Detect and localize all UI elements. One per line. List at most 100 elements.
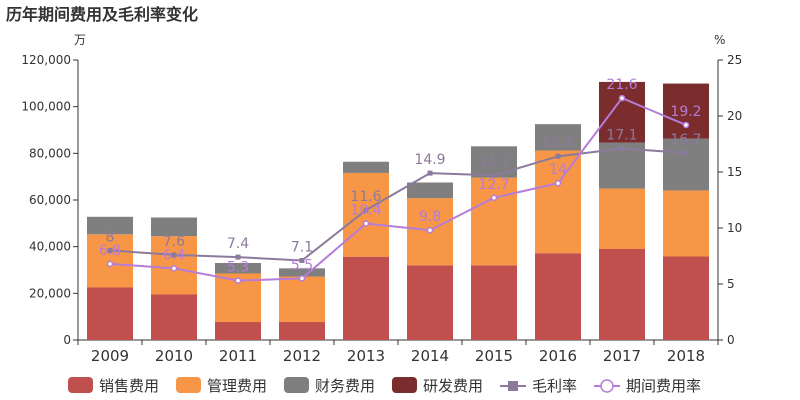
bar-segment-1	[599, 249, 645, 340]
line-point-2	[170, 265, 178, 272]
line-data-label-2: 12.7	[478, 177, 509, 193]
line-data-label-1: 16.7	[670, 132, 701, 148]
bar-segment-3	[343, 161, 389, 173]
line-point-1	[235, 254, 241, 260]
legend-label-1: 销售费用	[99, 377, 159, 395]
line-point-1	[683, 150, 689, 156]
line-data-label-1: 14.9	[414, 152, 445, 168]
bar-segment-3	[87, 216, 133, 235]
line-data-label-2: 5.5	[291, 257, 313, 273]
bar-segment-4	[599, 81, 645, 143]
line-data-label-1: 17.1	[606, 127, 637, 143]
left-axis-unit: 万	[74, 33, 86, 47]
x-tick-label: 2018	[667, 347, 705, 365]
bar-segment-2	[471, 177, 517, 266]
left-tick-label: 0	[63, 333, 71, 347]
right-tick-label: 10	[727, 221, 742, 235]
x-tick-label: 2014	[411, 347, 449, 365]
legend-line-label-1: 毛利率	[532, 377, 577, 395]
line-data-label-1: 7.1	[291, 239, 313, 255]
line-point-2	[106, 260, 114, 268]
bar-segment-4	[663, 83, 709, 139]
bar-segment-2	[663, 190, 709, 257]
line-point-2	[298, 275, 306, 282]
legend-swatch-1	[68, 377, 93, 393]
line-series-2	[109, 96, 687, 282]
line-data-label-2: 14	[549, 162, 567, 178]
bar-segment-3	[407, 182, 453, 199]
line-point-1	[363, 207, 369, 213]
legend-swatch-3	[284, 377, 309, 393]
right-axis-unit: %	[714, 33, 725, 47]
line-point-1	[619, 145, 625, 151]
line-point-1	[299, 257, 305, 263]
line-point-2	[618, 94, 626, 102]
x-tick-label: 2011	[219, 347, 257, 365]
legend-marker-2	[600, 379, 614, 393]
line-point-1	[107, 247, 113, 253]
bar-segment-1	[343, 256, 389, 340]
right-tick-label: 15	[727, 165, 742, 179]
right-tick-label: 0	[727, 333, 735, 347]
bar-segment-3	[471, 146, 517, 178]
bar-segment-1	[215, 322, 261, 340]
line-data-label-1: 16.4	[542, 135, 573, 151]
right-tick-label: 20	[727, 109, 742, 123]
line-point-2	[234, 277, 242, 284]
bar-segment-1	[279, 322, 325, 340]
bar-segment-1	[663, 256, 709, 340]
line-point-1	[491, 172, 497, 178]
legend-line-label-2: 期间费用率	[626, 377, 701, 395]
bar-segment-1	[87, 287, 133, 340]
line-point-1	[171, 252, 177, 258]
bar-segment-3	[279, 268, 325, 277]
line-point-2	[682, 121, 690, 129]
line-data-label-2: 9.8	[419, 209, 441, 225]
x-tick-label: 2009	[91, 347, 129, 365]
legend-swatch-2	[176, 377, 201, 393]
legend-label-3: 财务费用	[315, 377, 375, 395]
bar-segment-3	[215, 263, 261, 274]
legend-label-4: 研发费用	[423, 377, 483, 395]
line-point-2	[554, 179, 562, 187]
bar-segment-2	[535, 150, 581, 254]
right-tick-label: 25	[727, 53, 742, 67]
bar-segment-2	[343, 172, 389, 257]
bar-segment-3	[535, 124, 581, 151]
bar-segment-1	[151, 294, 197, 340]
x-tick-label: 2012	[283, 347, 321, 365]
left-tick-label: 20,000	[29, 286, 71, 300]
line-data-label-1: 7.4	[227, 236, 249, 252]
right-tick-label: 5	[727, 277, 735, 291]
bar-segment-1	[471, 265, 517, 340]
bar-segment-1	[407, 265, 453, 340]
legend-marker-1	[508, 381, 518, 391]
line-data-label-2: 21.6	[606, 77, 637, 93]
line-point-2	[362, 220, 370, 227]
bar-segment-1	[535, 253, 581, 340]
left-tick-label: 100,000	[21, 100, 71, 114]
line-point-1	[555, 153, 561, 159]
left-tick-label: 60,000	[29, 193, 71, 207]
legend-label-2: 管理费用	[207, 377, 267, 395]
bar-segment-2	[279, 276, 325, 323]
line-point-2	[490, 194, 498, 202]
line-data-label-2: 6.4	[163, 247, 185, 263]
legend-swatch-4	[392, 377, 417, 393]
bar-segment-2	[599, 188, 645, 249]
line-data-label-1: 11.6	[350, 189, 381, 205]
x-tick-label: 2015	[475, 347, 513, 365]
x-tick-label: 2013	[347, 347, 385, 365]
line-series-1	[109, 147, 687, 262]
left-tick-label: 80,000	[29, 146, 71, 160]
line-data-label-2: 5.3	[227, 260, 249, 276]
line-data-label-1: 14.7	[478, 154, 509, 170]
line-data-label-1: 7.6	[163, 234, 185, 250]
bar-segment-3	[663, 138, 709, 191]
chart-title: 历年期间费用及毛利率变化	[6, 5, 198, 24]
bar-segment-3	[151, 217, 197, 237]
line-data-label-2: 6.8	[99, 243, 121, 259]
legend: 销售费用 管理费用 财务费用 研发费用 毛利率 期间费用率	[68, 377, 701, 395]
x-tick-label: 2010	[155, 347, 193, 365]
